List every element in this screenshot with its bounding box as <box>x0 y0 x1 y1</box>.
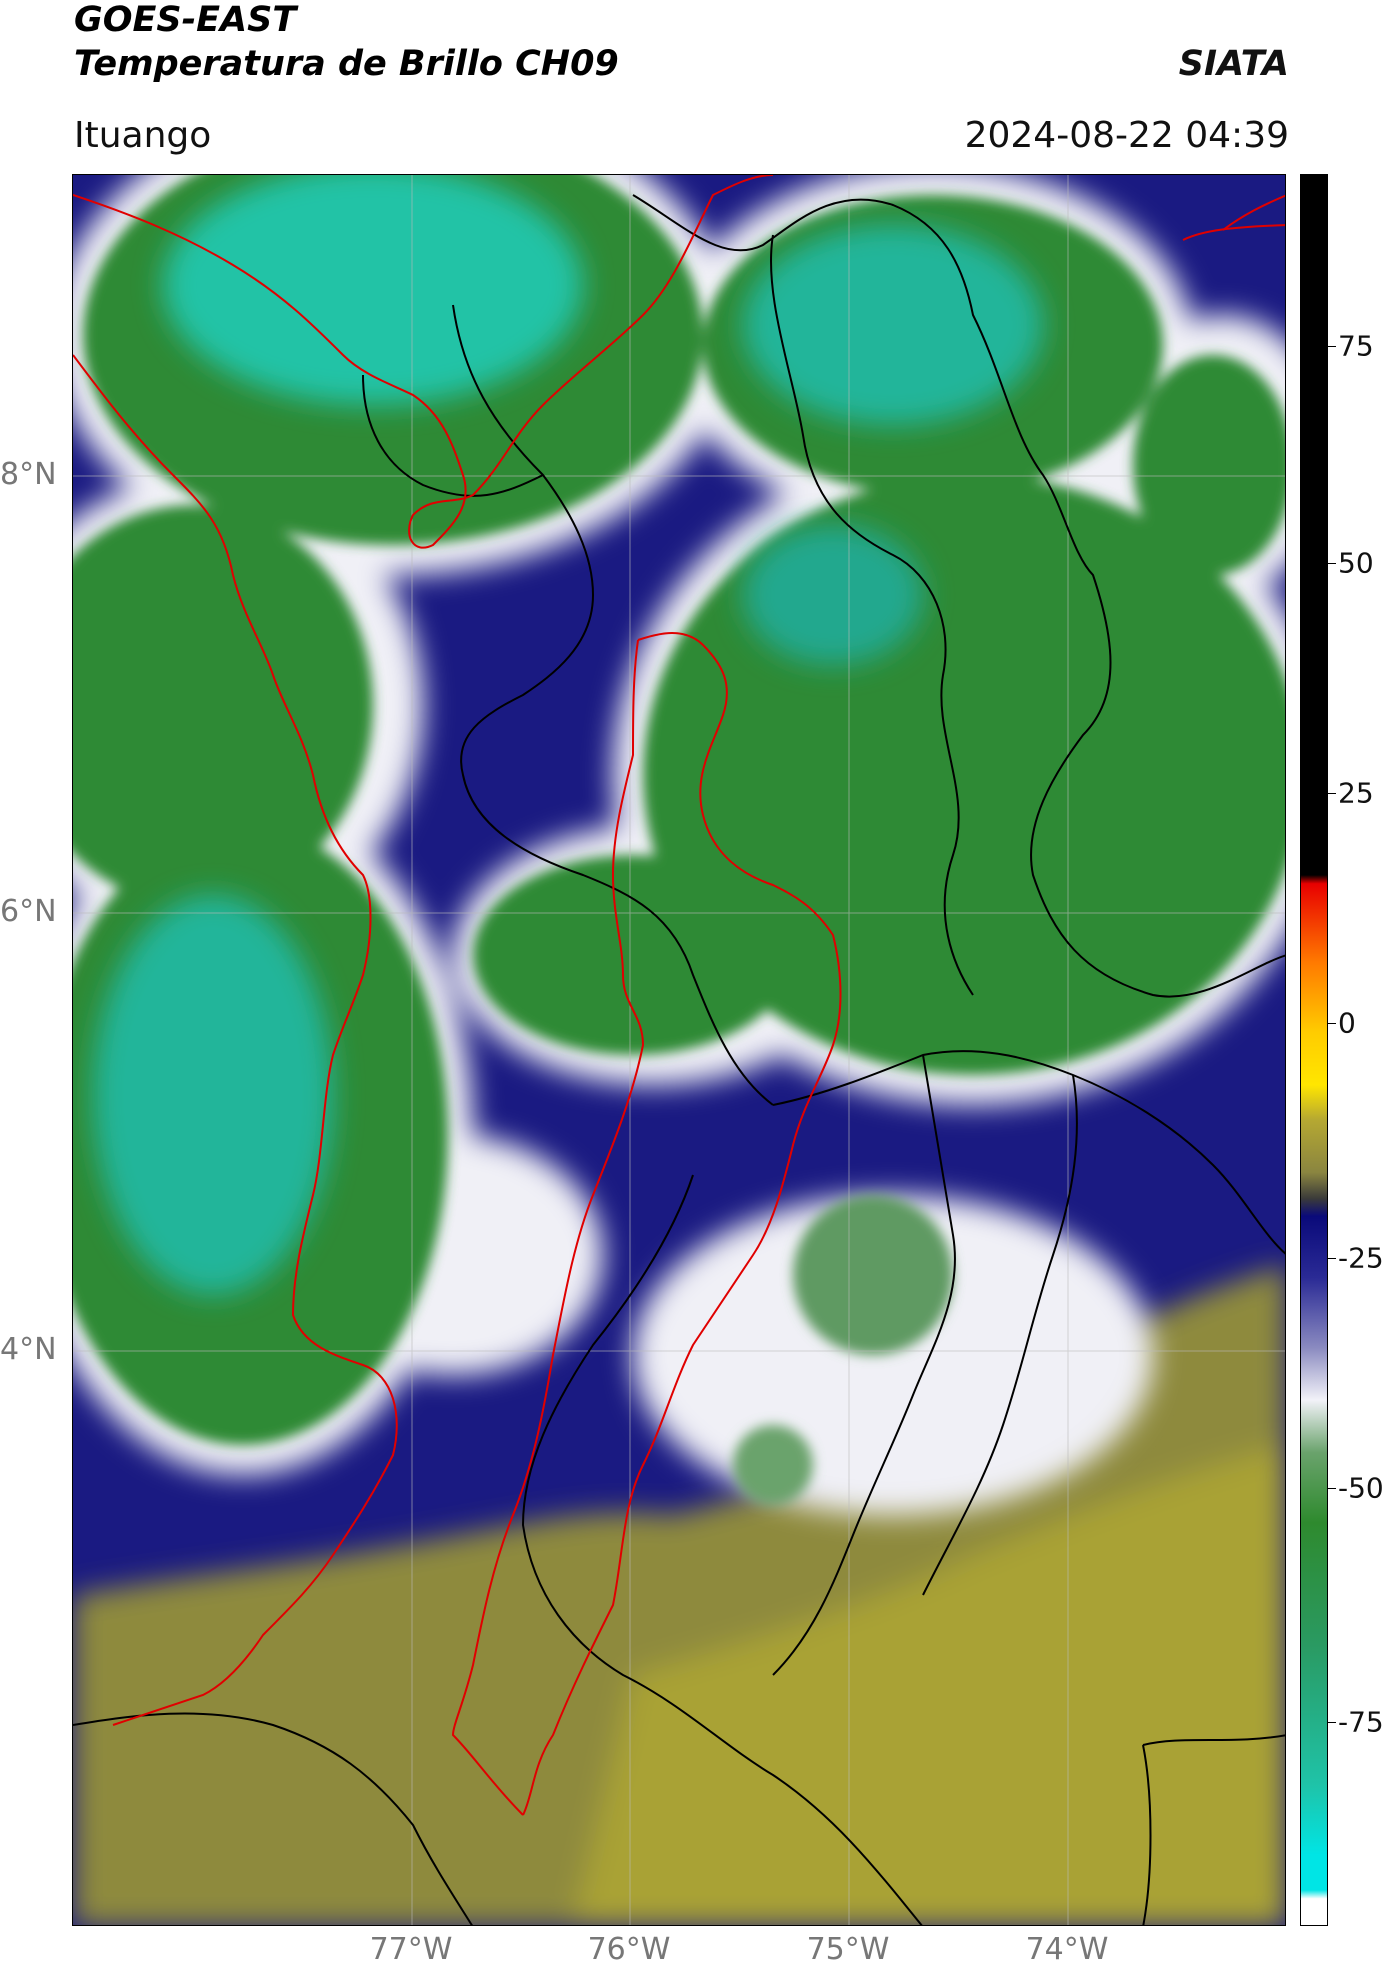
lon-label-75w: 75°W <box>806 1932 890 1967</box>
colorbar-tick-25 <box>1328 793 1336 794</box>
teal-cloud-cores <box>93 175 1043 1295</box>
lon-label-74w: 74°W <box>1025 1932 1109 1967</box>
colorbar <box>1300 174 1328 1926</box>
colorbar-tick-75 <box>1328 346 1336 347</box>
colorbar-tick-minus25 <box>1328 1258 1336 1259</box>
title-product: Temperatura de Brillo CH09 <box>74 44 619 84</box>
colorbar-tick-minus50 <box>1328 1488 1336 1489</box>
colorbar-tick-50 <box>1328 563 1336 564</box>
graticule <box>73 175 1285 1925</box>
lat-label-8n: 8°N <box>0 457 57 492</box>
colorbar-label-75: 75 <box>1338 329 1374 363</box>
lon-label-76w: 76°W <box>587 1932 671 1967</box>
agency-label: SIATA <box>1178 44 1289 84</box>
lat-label-4n: 4°N <box>0 1332 57 1367</box>
colorbar-label-50: 50 <box>1338 546 1374 580</box>
colorbar-label-minus75: -75 <box>1338 1705 1384 1739</box>
satellite-map[interactable] <box>72 174 1286 1926</box>
colorbar-label-minus25: -25 <box>1338 1241 1384 1275</box>
colorbar-label-0: 0 <box>1338 1006 1356 1040</box>
lat-label-6n: 6°N <box>0 894 57 929</box>
colorbar-tick-0 <box>1328 1023 1336 1024</box>
timestamp-label: 2024-08-22 04:39 <box>964 115 1289 156</box>
colorbar-tick-minus75 <box>1328 1722 1336 1723</box>
colorbar-label-25: 25 <box>1338 776 1374 810</box>
location-label: Ituango <box>74 115 212 156</box>
colorbar-label-minus50: -50 <box>1338 1471 1384 1505</box>
region-boundaries <box>73 175 1285 1816</box>
lon-label-77w: 77°W <box>369 1932 453 1967</box>
admin-boundaries <box>73 194 1285 1925</box>
title-satellite: GOES-EAST <box>74 0 297 40</box>
